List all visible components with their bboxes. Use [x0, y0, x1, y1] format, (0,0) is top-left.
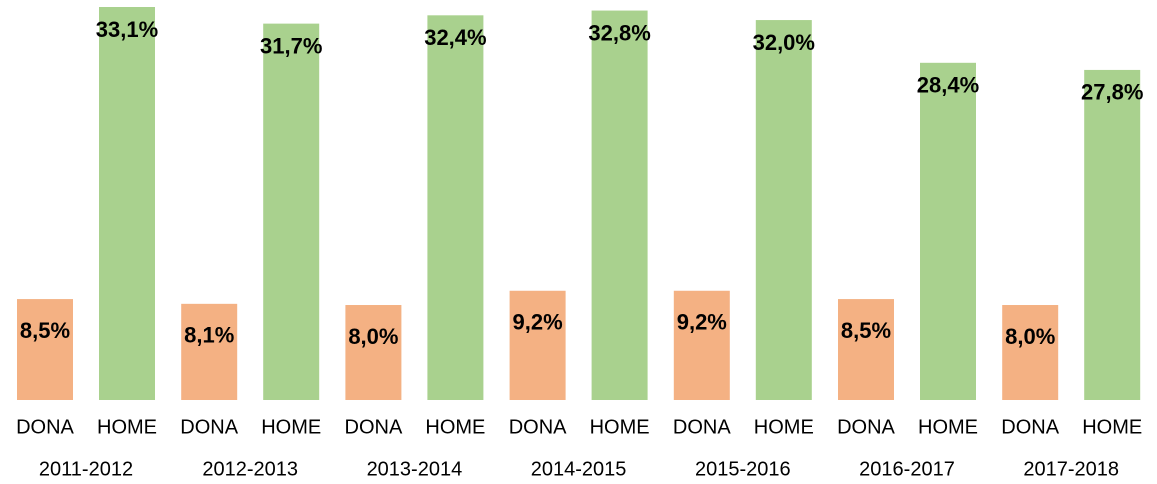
value-label: 27,8% [1081, 80, 1143, 105]
series-label: HOME [918, 416, 978, 438]
value-label: 8,5% [20, 318, 70, 343]
series-label: DONA [180, 416, 238, 438]
series-label: HOME [1082, 416, 1142, 438]
value-label: 31,7% [260, 33, 322, 58]
series-label: DONA [673, 416, 731, 438]
category-label: 2017-2018 [1023, 458, 1119, 480]
bar [427, 15, 484, 400]
series-label: HOME [97, 416, 157, 438]
value-label: 8,0% [348, 324, 398, 349]
bar [920, 62, 976, 401]
bar [17, 299, 73, 400]
value-label: 8,5% [841, 318, 891, 343]
series-label: DONA [509, 416, 567, 438]
series-label: DONA [1001, 416, 1059, 438]
bar [755, 20, 812, 400]
bar [591, 10, 648, 401]
bar [263, 23, 320, 401]
value-label: 8,1% [184, 323, 234, 348]
bar [99, 7, 155, 400]
value-label: 9,2% [513, 310, 563, 335]
value-label: 32,8% [588, 20, 650, 45]
value-label: 9,2% [677, 310, 727, 335]
series-label: HOME [754, 416, 814, 438]
bar [345, 305, 402, 400]
bar [1002, 305, 1059, 400]
series-label: HOME [425, 416, 485, 438]
series-label: HOME [590, 416, 650, 438]
value-label: 8,0% [1005, 324, 1055, 349]
bar [181, 303, 238, 400]
category-label: 2016-2017 [859, 458, 955, 480]
series-label: DONA [345, 416, 403, 438]
series-label: HOME [261, 416, 321, 438]
value-label: 32,0% [753, 30, 815, 55]
value-label: 33,1% [96, 17, 158, 42]
category-label: 2013-2014 [367, 458, 463, 480]
bar [838, 299, 894, 400]
value-label: 28,4% [917, 73, 979, 98]
category-label: 2014-2015 [531, 458, 627, 480]
bar [1084, 69, 1141, 400]
bar [509, 290, 566, 400]
series-label: DONA [837, 416, 895, 438]
category-label: 2015-2016 [695, 458, 791, 480]
value-label: 32,4% [424, 25, 486, 50]
series-label: DONA [16, 416, 74, 438]
bar [673, 290, 730, 400]
category-label: 2011-2012 [39, 458, 133, 480]
category-label: 2012-2013 [202, 458, 298, 480]
